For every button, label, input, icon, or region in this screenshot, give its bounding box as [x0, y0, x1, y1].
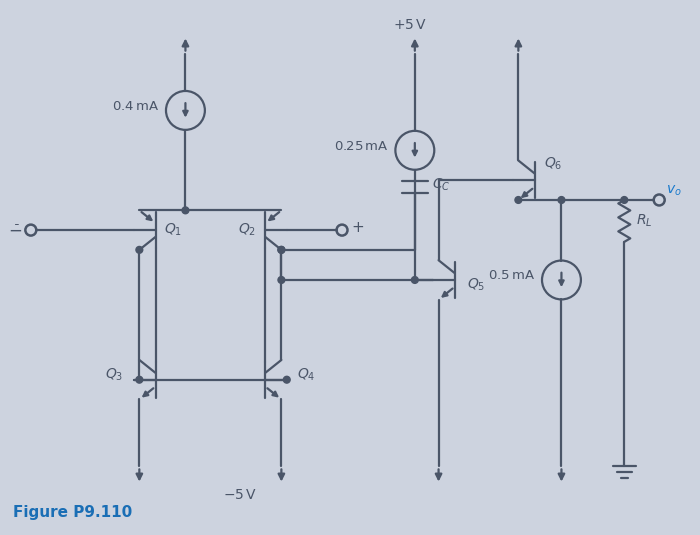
- Text: Figure P9.110: Figure P9.110: [13, 505, 132, 520]
- Circle shape: [621, 196, 628, 203]
- Text: $0.25\,\mathrm{mA}$: $0.25\,\mathrm{mA}$: [334, 140, 388, 153]
- Circle shape: [278, 277, 285, 284]
- Text: $Q_4$: $Q_4$: [297, 366, 316, 383]
- Text: $Q_5$: $Q_5$: [467, 277, 485, 293]
- Text: $Q_1$: $Q_1$: [164, 222, 183, 238]
- Circle shape: [412, 277, 418, 284]
- Text: $Q_2$: $Q_2$: [238, 222, 256, 238]
- Circle shape: [136, 376, 143, 383]
- Text: $v_o$: $v_o$: [666, 184, 682, 198]
- Circle shape: [136, 247, 143, 253]
- Text: $Q_6$: $Q_6$: [545, 156, 563, 172]
- Text: $-5\,\mathrm{V}$: $-5\,\mathrm{V}$: [223, 488, 258, 502]
- Circle shape: [182, 207, 189, 214]
- Circle shape: [278, 247, 285, 253]
- Circle shape: [515, 196, 522, 203]
- Text: $R_L$: $R_L$: [636, 213, 652, 229]
- Circle shape: [284, 376, 290, 383]
- Text: $-$: $-$: [8, 221, 22, 239]
- Text: $0.5\,\mathrm{mA}$: $0.5\,\mathrm{mA}$: [488, 270, 535, 282]
- Text: $+$: $+$: [351, 219, 364, 235]
- Text: $+5\,\mathrm{V}$: $+5\,\mathrm{V}$: [393, 18, 427, 32]
- Text: $\bar{\ }$: $\bar{\ }$: [14, 217, 21, 230]
- Text: $C_C$: $C_C$: [432, 177, 450, 193]
- Text: $Q_3$: $Q_3$: [105, 366, 124, 383]
- Circle shape: [558, 196, 565, 203]
- Text: $0.4\,\mathrm{mA}$: $0.4\,\mathrm{mA}$: [112, 100, 159, 113]
- Circle shape: [278, 247, 285, 253]
